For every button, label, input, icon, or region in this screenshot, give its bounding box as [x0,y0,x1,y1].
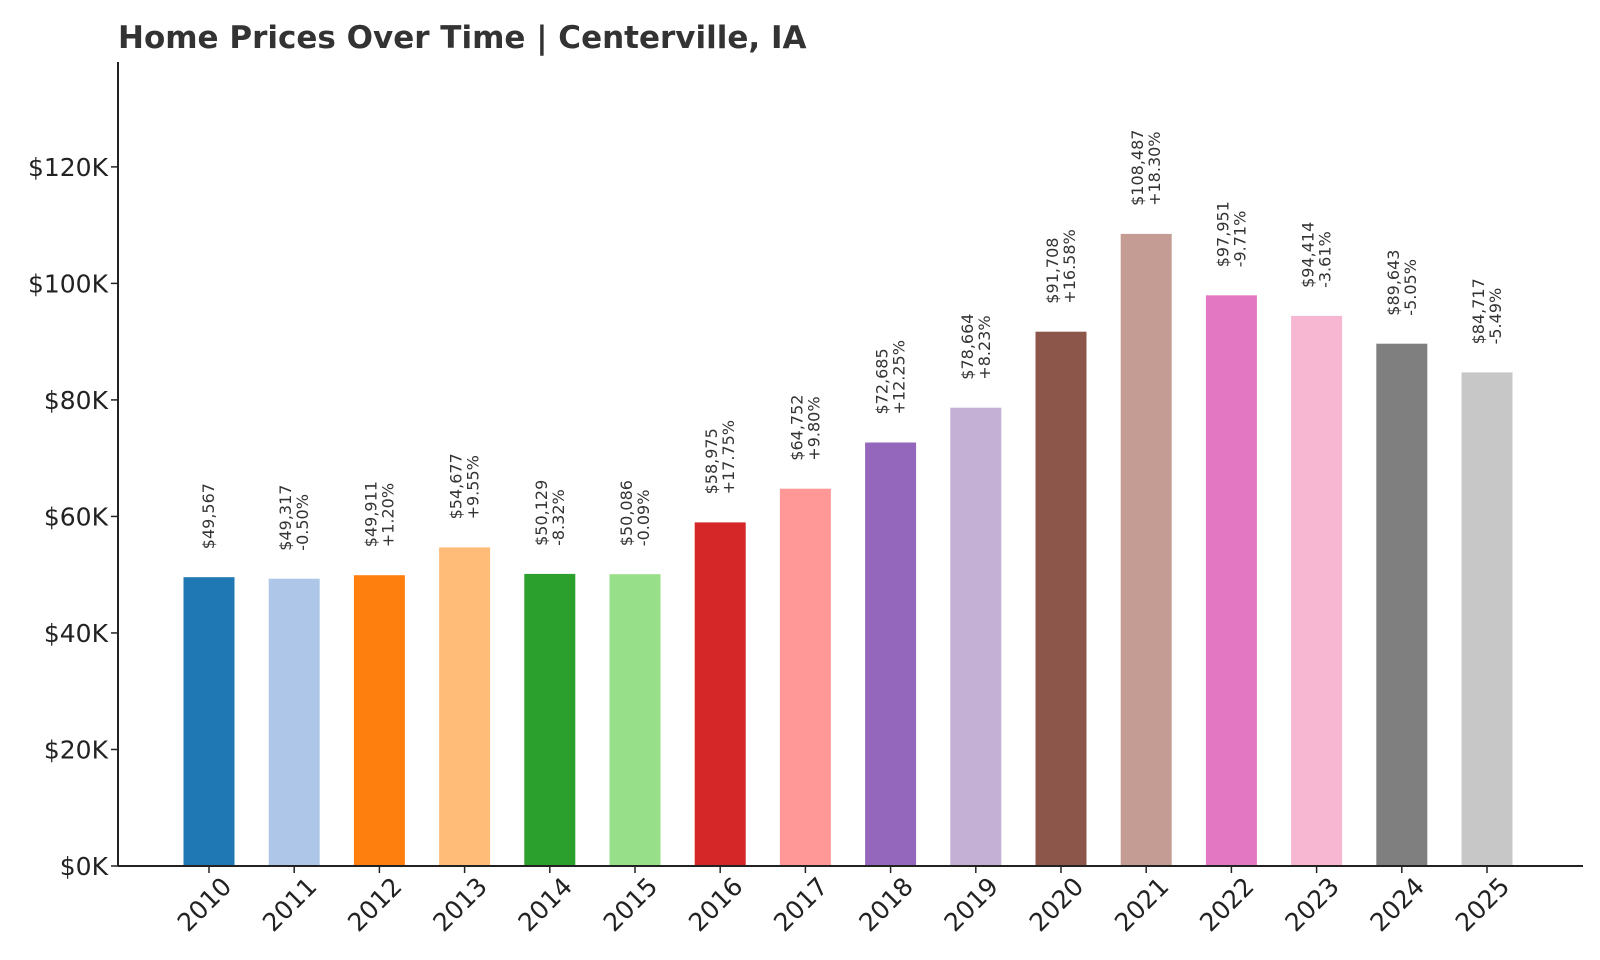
value-label: $72,685 [873,348,892,414]
y-tick-label: $0K [60,852,109,881]
value-label: $97,951 [1213,201,1232,267]
data-label-group-2015: $50,086-0.09% [617,480,653,546]
y-axis: $0K $20K $40K $60K $80K $100K $120K [28,62,119,881]
bar-2022 [1205,295,1257,866]
value-label: $89,643 [1384,250,1403,316]
data-label-group-2014: $50,129-8.32% [532,480,568,546]
y-tick-label: $20K [44,735,109,764]
data-label-group-2025: $84,717-5.49% [1469,278,1505,344]
data-label-group-2018: $72,685+12.25% [873,340,909,414]
x-tick-label: 2020 [1024,872,1089,937]
data-label-group-2011: $49,317-0.50% [276,485,312,551]
x-tick-label: 2025 [1450,872,1515,937]
bar-2014 [524,573,576,866]
bar-2023 [1291,315,1343,866]
value-label: $84,717 [1469,278,1488,344]
x-tick-label: 2018 [853,872,918,937]
bar-2012 [353,575,405,866]
data-label-group-2016: $58,975+17.75% [702,420,738,494]
data-label-group-2023: $94,414-3.61% [1299,222,1335,288]
x-tick-label: 2021 [1109,872,1174,937]
x-tick-label: 2017 [768,872,833,937]
value-label: $58,975 [702,428,721,494]
bars-layer [183,233,1513,866]
bar-2020 [1035,331,1087,866]
value-label: $94,414 [1299,222,1318,288]
x-tick-label: 2014 [513,872,578,937]
change-label: -0.09% [634,490,653,547]
bar-2013 [439,547,491,866]
change-label: +18.30% [1145,131,1164,205]
x-tick-label: 2012 [342,872,407,937]
y-tick-label: $60K [44,502,109,531]
data-label-group-2020: $91,708+16.58% [1043,229,1079,303]
change-label: -0.50% [293,494,312,551]
value-label: $54,677 [447,453,466,519]
y-tick-label: $40K [44,619,109,648]
y-tick-label: $100K [28,269,109,298]
value-label: $91,708 [1043,238,1062,304]
data-label-group-2021: $108,487+18.30% [1128,130,1164,206]
value-label: $49,567 [199,483,218,549]
data-label-group-2019: $78,664+8.23% [958,314,994,380]
value-label: $49,911 [361,481,380,547]
data-label-group-2010: $49,567 [199,483,218,549]
y-tick-label: $120K [28,153,109,182]
change-label: -3.61% [1316,231,1335,288]
value-label: $49,317 [276,485,295,551]
bar-2010 [183,577,235,866]
bar-2011 [268,578,320,866]
data-labels-layer: $49,567 $49,317-0.50% $49,911+1.20% $54,677… [199,130,1505,551]
data-label-group-2013: $54,677+9.55% [447,453,483,519]
change-label: +9.55% [464,455,483,519]
change-label: -5.05% [1401,259,1420,316]
change-label: -5.49% [1486,288,1505,345]
y-tick-label: $80K [44,386,109,415]
bar-2015 [609,574,661,866]
change-label: +12.25% [890,340,909,414]
change-label: +9.80% [804,396,823,460]
data-label-group-2024: $89,643-5.05% [1384,250,1420,316]
value-label: $50,086 [617,480,636,546]
data-label-group-2012: $49,911+1.20% [361,481,397,547]
x-tick-label: 2010 [172,872,237,937]
change-label: +1.20% [378,483,397,547]
bar-2018 [865,442,917,866]
chart-title: Home Prices Over Time | Centerville, IA [118,20,807,56]
x-tick-label: 2016 [683,872,748,937]
value-label: $64,752 [787,395,806,461]
x-tick-label: 2015 [598,872,663,937]
value-label: $50,129 [532,480,551,546]
bar-2021 [1120,233,1172,866]
x-tick-label: 2024 [1365,872,1430,937]
change-label: -8.32% [549,489,568,546]
data-label-group-2022: $97,951-9.71% [1213,201,1249,267]
data-label-group-2017: $64,752+9.80% [787,395,823,461]
x-tick-label: 2019 [939,872,1004,937]
x-tick-label: 2022 [1194,872,1259,937]
x-tick-label: 2023 [1279,872,1344,937]
change-label: +17.75% [719,420,738,494]
change-label: +8.23% [975,315,994,379]
x-tick-label: 2011 [257,872,322,937]
change-label: +16.58% [1060,229,1079,303]
value-label: $78,664 [958,314,977,380]
bar-2016 [694,522,746,866]
value-label: $108,487 [1128,130,1147,206]
bar-2024 [1376,343,1428,866]
x-axis: 2010 2011 2012 2013 2014 2015 2016 2017 2018 2019… [118,865,1583,937]
bar-2025 [1461,372,1513,866]
change-label: -9.71% [1230,211,1249,268]
x-tick-label: 2013 [427,872,492,937]
bar-2019 [950,407,1002,866]
bar-2017 [779,488,831,866]
